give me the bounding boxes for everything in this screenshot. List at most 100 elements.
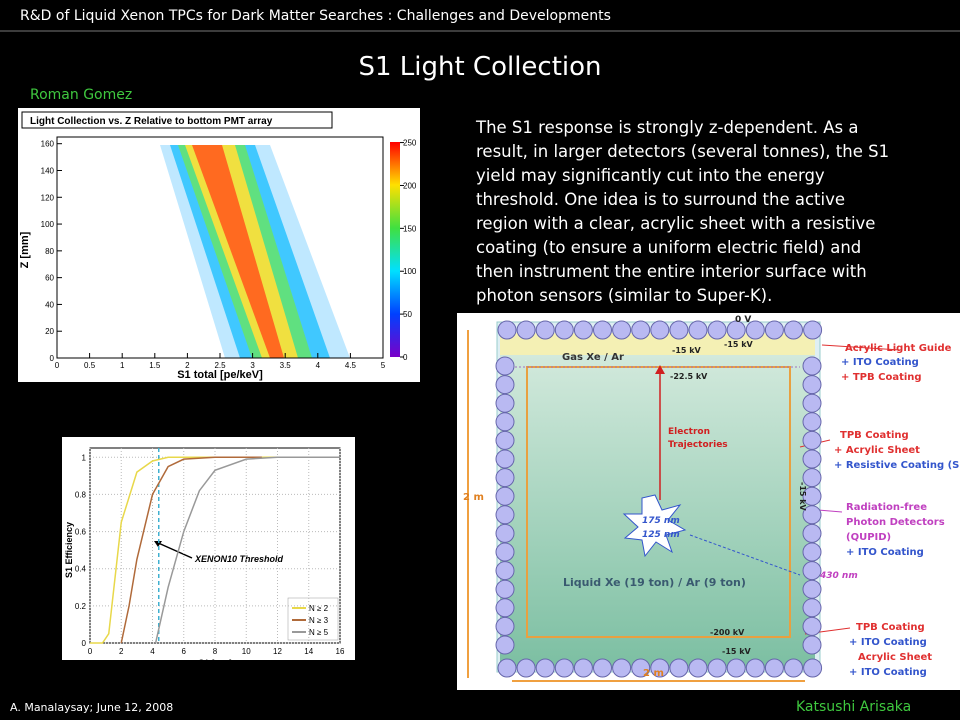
- pmt: [495, 579, 515, 599]
- colorbar-tick-label: 200: [403, 181, 417, 190]
- efficiency-xlabel: S1 [p.e.]: [198, 658, 232, 668]
- diagram-label: Liquid Xe (19 ton) / Ar (9 ton): [563, 576, 746, 589]
- y-tick-label: 60: [45, 274, 54, 283]
- body-line: result, in larger detectors (several ton…: [476, 142, 889, 161]
- pmt: [802, 505, 822, 525]
- y-tick-label: 0.4: [75, 565, 87, 574]
- pmt: [495, 430, 515, 450]
- x-tick-label: 10: [242, 647, 251, 656]
- heatmap-ylabel: Z [mm]: [19, 231, 31, 268]
- pmt: [516, 320, 536, 340]
- diagram-label: 2 m: [463, 492, 484, 503]
- colorbar-tick-label: 0: [403, 353, 408, 362]
- x-tick-label: 2: [119, 647, 124, 656]
- legend-label: N ≥ 5: [309, 628, 329, 637]
- diagram-label: 175 nm: [642, 516, 680, 526]
- pmt: [688, 320, 708, 340]
- pmt: [802, 430, 822, 450]
- pmt: [802, 523, 822, 543]
- pmt: [495, 468, 515, 488]
- diagram-label: Trajectories: [668, 440, 728, 450]
- body-line: region with a clear, acrylic sheet with …: [476, 214, 875, 233]
- pmt: [495, 523, 515, 543]
- diagram-label: + Resistive Coating (SnO₂): [834, 460, 960, 471]
- efficiency-ylabel: S1 Efficiency: [64, 522, 74, 578]
- heatmap-title: Light Collection vs. Z Relative to botto…: [30, 116, 273, 127]
- diagram-label: TPB Coating: [856, 622, 925, 633]
- diagram-label: + ITO Coating: [841, 357, 919, 368]
- pmt: [784, 320, 803, 340]
- pmt: [688, 658, 708, 678]
- diagram-label: + ITO Coating: [849, 637, 927, 648]
- pmt: [802, 375, 822, 395]
- pmt: [495, 598, 515, 618]
- body-line: The S1 response is strongly z-dependent.…: [475, 118, 858, 137]
- diagram-label: -22.5 kV: [670, 372, 708, 381]
- y-tick-label: 100: [41, 220, 55, 229]
- pmt: [612, 320, 632, 340]
- x-tick-label: 0: [55, 361, 60, 370]
- pmt: [573, 658, 593, 678]
- diagram-label: Acrylic Sheet: [858, 652, 932, 663]
- pmt: [802, 561, 822, 581]
- x-tick-label: 3.5: [280, 361, 292, 370]
- body-line: yield may significantly cut into the ene…: [476, 166, 825, 185]
- slide-title: S1 Light Collection: [358, 52, 601, 82]
- x-tick-label: 0: [88, 647, 93, 656]
- diagram-label: Acrylic Light Guide: [845, 343, 952, 354]
- x-tick-label: 0.5: [84, 361, 96, 370]
- heatmap-title-box: [21, 111, 333, 129]
- pmt: [495, 449, 515, 469]
- diagram-label: Electron: [668, 427, 710, 437]
- pmt: [745, 320, 765, 340]
- y-tick-label: 140: [41, 166, 55, 175]
- pmt: [495, 505, 515, 525]
- pmt: [495, 635, 515, 655]
- pmt: [554, 658, 574, 678]
- body-line: then instrument the entire interior surf…: [476, 262, 867, 281]
- legend-label: N ≥ 2: [309, 604, 329, 613]
- pmt: [495, 375, 515, 395]
- pmt: [669, 320, 689, 340]
- pmt: [764, 658, 784, 678]
- pmt: [495, 356, 515, 376]
- pmt: [802, 579, 822, 599]
- x-tick-label: 2: [185, 361, 190, 370]
- pmt: [573, 320, 593, 340]
- detector-diagram: 0 V -15 kV -15 kV Gas Xe / Ar -22.5 kV Electr…: [457, 313, 960, 690]
- x-tick-label: 4.5: [345, 361, 357, 370]
- colorbar-tick-label: 50: [403, 310, 412, 319]
- pmt: [495, 561, 515, 581]
- pmt: [726, 658, 746, 678]
- pmt: [497, 658, 517, 678]
- y-tick-label: 20: [45, 327, 54, 336]
- diagram-label: -200 kV: [710, 628, 745, 637]
- pmt: [612, 658, 632, 678]
- y-tick-label: 0.8: [75, 490, 87, 499]
- y-tick-label: 1: [82, 453, 87, 462]
- pmt: [745, 658, 765, 678]
- pmt: [802, 486, 822, 506]
- body-line: threshold. One idea is to surround the a…: [476, 190, 845, 209]
- pmt: [802, 468, 822, 488]
- pmt: [707, 658, 727, 678]
- x-tick-label: 4: [150, 647, 155, 656]
- efficiency-curve: [90, 456, 340, 644]
- diagram-label: -15 kV: [798, 482, 807, 512]
- y-tick-label: 80: [45, 247, 54, 256]
- pmt: [802, 635, 822, 655]
- threshold-annotation: XENON10 Threshold: [194, 554, 284, 564]
- diagram-label: Photon Detectors: [846, 517, 945, 528]
- y-tick-label: 0: [50, 354, 55, 363]
- x-tick-label: 16: [336, 647, 345, 656]
- pmt: [495, 412, 515, 432]
- diagram-label: TPB Coating: [840, 430, 909, 441]
- pmt: [802, 616, 822, 636]
- efficiency-curve: [120, 456, 262, 644]
- x-tick-label: 14: [304, 647, 313, 656]
- pmt: [495, 542, 515, 562]
- pmt: [802, 393, 822, 413]
- y-tick-label: 40: [45, 300, 54, 309]
- pmt: [535, 320, 555, 340]
- y-tick-label: 120: [41, 193, 55, 202]
